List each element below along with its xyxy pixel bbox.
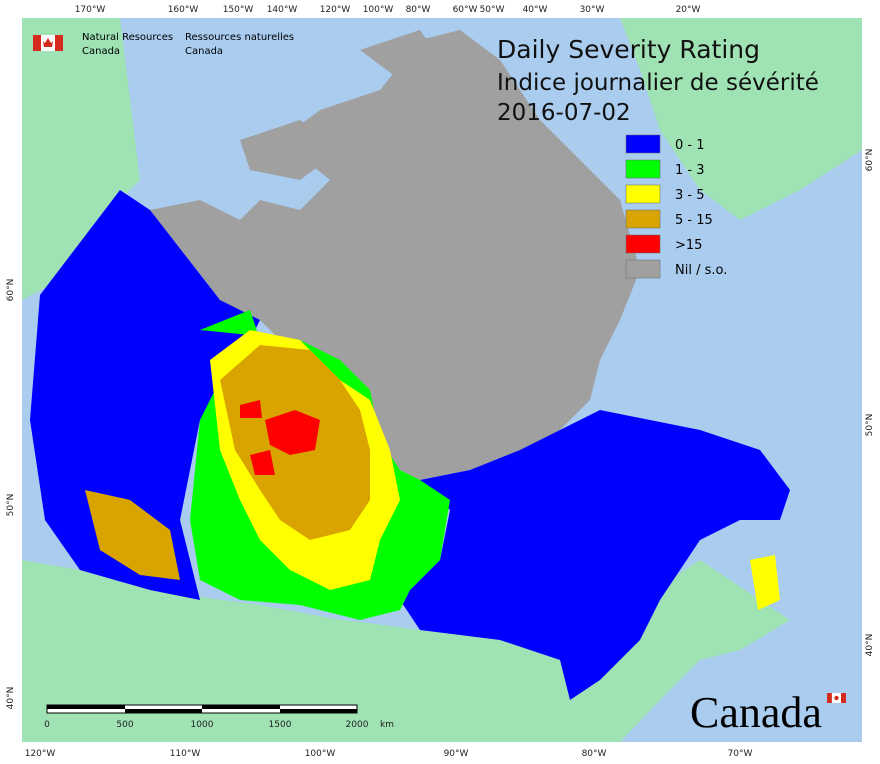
- longitude-label: 90°W: [444, 749, 469, 759]
- scale-label: 0: [44, 720, 50, 730]
- legend-label: 1 - 3: [675, 163, 705, 178]
- longitude-label: 80°W: [582, 749, 607, 759]
- scale-label: 500: [116, 720, 133, 730]
- scale-segment: [280, 709, 357, 713]
- legend-swatch: [625, 134, 661, 154]
- longitude-label: 100°W: [363, 5, 394, 15]
- date: 2016-07-02: [497, 100, 631, 126]
- scale-label: 1000: [191, 720, 214, 730]
- scale-unit: km: [380, 720, 394, 730]
- agency-en: Natural Resources: [82, 32, 173, 43]
- longitude-label: 70°W: [728, 749, 753, 759]
- longitude-label: 160°W: [168, 5, 199, 15]
- longitude-label: 30°W: [580, 5, 605, 15]
- title: Daily Severity Rating: [497, 35, 760, 64]
- legend-label: >15: [675, 238, 702, 253]
- scale-segment: [125, 709, 202, 713]
- legend-label: 3 - 5: [675, 188, 705, 203]
- bc-mixed: [85, 490, 180, 580]
- longitude-label: 170°W: [75, 5, 106, 15]
- legend-label: Nil / s.o.: [675, 263, 727, 278]
- legend-label: 5 - 15: [675, 213, 713, 228]
- longitude-label: 120°W: [25, 749, 56, 759]
- longitude-label: 110°W: [170, 749, 201, 759]
- scale-label: 1500: [269, 720, 292, 730]
- scale-bar: [46, 704, 358, 714]
- legend-swatch: [625, 209, 661, 229]
- longitude-label: 20°W: [676, 5, 701, 15]
- alaska-russia: [22, 18, 140, 300]
- scale-segment: [202, 705, 280, 709]
- northern-canada: [150, 30, 640, 480]
- longitude-label: 50°W: [480, 5, 505, 15]
- longitude-label: 100°W: [305, 749, 336, 759]
- agency-fr: Canada: [185, 46, 223, 57]
- arctic-islands: [240, 30, 520, 300]
- legend-swatch: [625, 159, 661, 179]
- latitude-label: 60°N: [6, 279, 16, 302]
- longitude-label: 60°W: [453, 5, 478, 15]
- legend-swatch: [625, 259, 661, 279]
- united-states: [22, 560, 790, 742]
- wordmark-flag: [827, 692, 846, 704]
- legend-swatch: [625, 184, 661, 204]
- greenland: [620, 18, 862, 220]
- latitude-label: 40°N: [865, 634, 875, 657]
- latitude-label: 50°N: [6, 494, 16, 517]
- agency-en: Canada: [82, 46, 120, 57]
- wordmark: Canada: [690, 688, 822, 737]
- map-frame: [22, 18, 862, 742]
- title-fr: Indice journalier de sévérité: [497, 70, 819, 96]
- maritimes-mixed: [750, 555, 780, 610]
- scale-label: 2000: [346, 720, 369, 730]
- scale-segment: [47, 705, 125, 709]
- longitude-label: 80°W: [406, 5, 431, 15]
- east-blue: [400, 410, 790, 700]
- latitude-label: 60°N: [865, 149, 875, 172]
- latitude-label: 50°N: [865, 414, 875, 437]
- longitude-label: 40°W: [523, 5, 548, 15]
- legend-label: 0 - 1: [675, 138, 705, 153]
- central-red: [240, 400, 320, 475]
- latitude-label: 40°N: [6, 687, 16, 710]
- agency-fr: Ressources naturelles: [185, 32, 294, 43]
- flag-logo: [33, 35, 63, 51]
- longitude-label: 140°W: [267, 5, 298, 15]
- longitude-label: 120°W: [320, 5, 351, 15]
- legend-swatch: [625, 234, 661, 254]
- longitude-label: 150°W: [223, 5, 254, 15]
